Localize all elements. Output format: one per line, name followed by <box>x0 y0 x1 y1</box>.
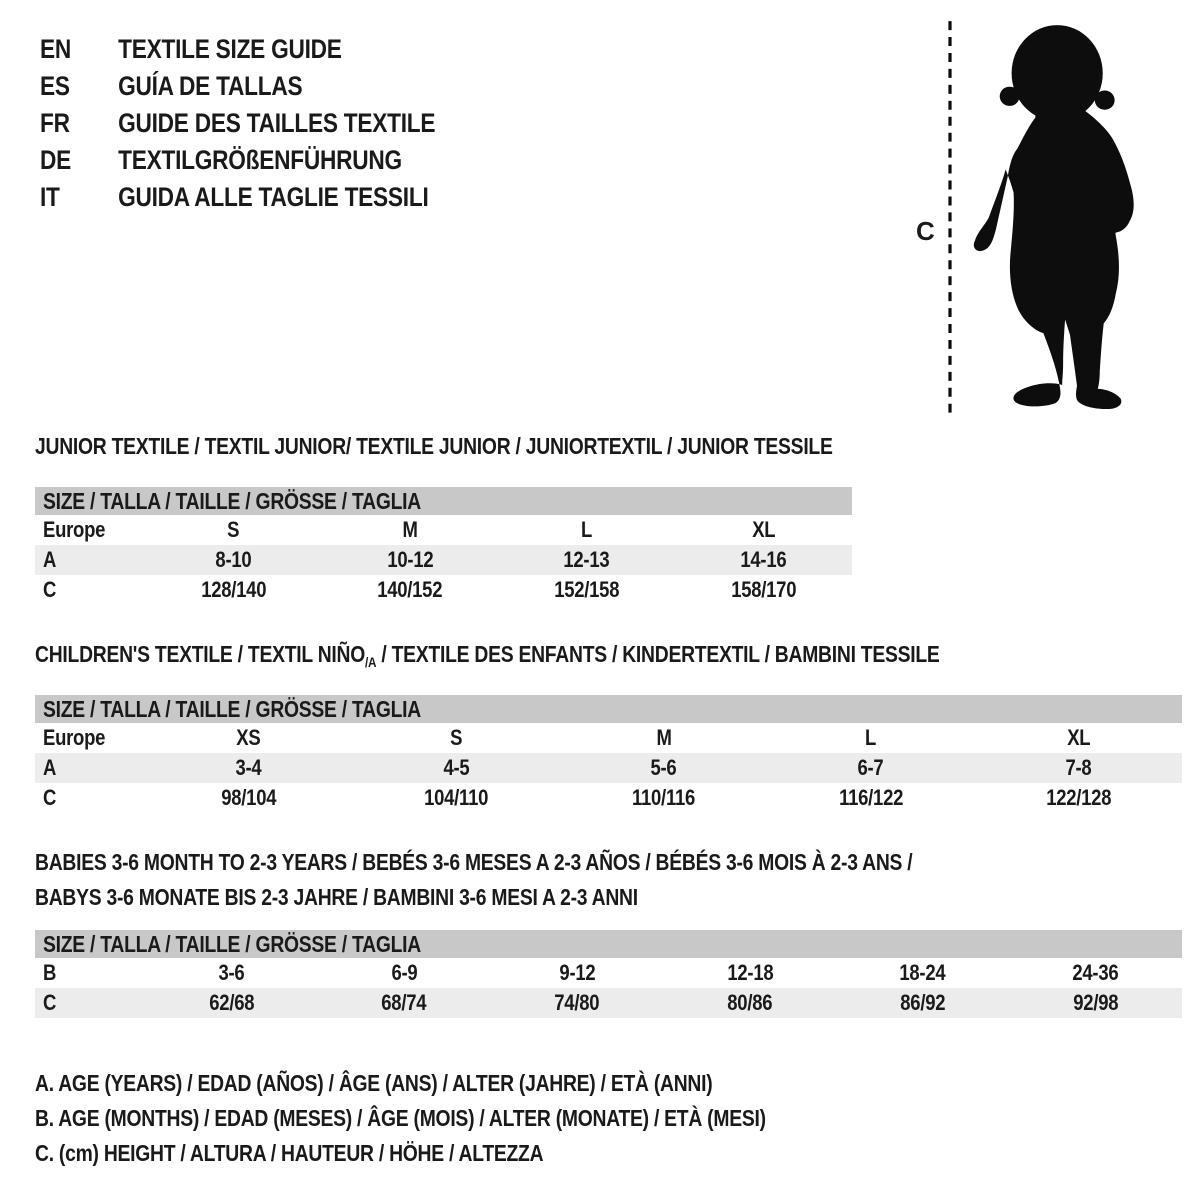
table-row: Europe XS S M L XL <box>35 723 1182 753</box>
row-label: C <box>43 577 57 602</box>
cell: XL <box>1066 725 1090 750</box>
height-measure-label: C <box>916 216 935 246</box>
cell: 3-4 <box>235 755 262 780</box>
cell: 128/140 <box>200 577 266 602</box>
size-header-bar: SIZE / TALLA / TAILLE / GRÖSSE / TAGLIA <box>35 695 1182 723</box>
cell: 5-6 <box>650 755 677 780</box>
cell: 80/86 <box>727 990 773 1015</box>
cell: 8-10 <box>215 547 252 572</box>
row-label: C <box>43 990 57 1015</box>
cell: 9-12 <box>559 960 596 985</box>
size-header-bar: SIZE / TALLA / TAILLE / GRÖSSE / TAGLIA <box>35 487 852 515</box>
cell: 12-13 <box>563 547 610 572</box>
title-subscript: /A <box>365 654 377 670</box>
cell: 140/152 <box>377 577 443 602</box>
language-code: EN <box>40 34 72 64</box>
row-label: A <box>43 755 57 780</box>
cell: 3-6 <box>218 960 245 985</box>
cell: 6-7 <box>857 755 884 780</box>
cell: 152/158 <box>554 577 620 602</box>
cell: 86/92 <box>900 990 946 1015</box>
toddler-silhouette-figure <box>948 21 1134 413</box>
toddler-silhouette <box>973 25 1134 410</box>
cell: 10-12 <box>387 547 434 572</box>
language-title: GUIDE DES TAILLES TEXTILE <box>118 108 436 138</box>
row-label: A <box>43 547 57 572</box>
row-label: Europe <box>43 517 106 542</box>
cell: 62/68 <box>208 990 254 1015</box>
cell: L <box>581 517 593 542</box>
language-title: GUIDA ALLE TAGLIE TESSILI <box>118 182 429 212</box>
cell: L <box>865 725 877 750</box>
language-row: FR GUIDE DES TAILLES TEXTILE <box>40 105 511 142</box>
language-title: GUÍA DE TALLAS <box>118 71 303 101</box>
cell: 74/80 <box>554 990 600 1015</box>
table-row: A 3-4 4-5 5-6 6-7 7-8 <box>35 753 1182 783</box>
babies-table-title: BABIES 3-6 MONTH TO 2-3 YEARS / BEBÉS 3-… <box>35 849 913 910</box>
language-code: IT <box>40 182 60 212</box>
language-code: DE <box>40 145 72 175</box>
cell: 6-9 <box>391 960 418 985</box>
table-row: C 98/104 104/110 110/116 116/122 122/128 <box>35 783 1182 813</box>
cell: 98/104 <box>221 785 277 810</box>
language-title: TEXTILGRÖßENFÜHRUNG <box>118 145 402 175</box>
cell: 24-36 <box>1072 960 1119 985</box>
cell: S <box>227 517 240 542</box>
language-row: ES GUÍA DE TALLAS <box>40 68 511 105</box>
cell: S <box>450 725 463 750</box>
cell: 110/116 <box>632 785 696 810</box>
children-table-title: CHILDREN'S TEXTILE / TEXTIL NIÑO/A / TEX… <box>35 641 940 670</box>
legend-line-a: A. AGE (YEARS) / EDAD (AÑOS) / ÂGE (ANS)… <box>35 1070 713 1096</box>
table-row: Europe S M L XL <box>35 515 852 545</box>
table-row: C 62/68 68/74 74/80 80/86 86/92 92/98 <box>35 988 1182 1018</box>
row-label: C <box>43 785 57 810</box>
size-header-label: SIZE / TALLA / TAILLE / GRÖSSE / TAGLIA <box>43 931 421 957</box>
cell: 68/74 <box>381 990 427 1015</box>
cell: 18-24 <box>899 960 946 985</box>
cell: M <box>402 517 418 542</box>
size-header-bar: SIZE / TALLA / TAILLE / GRÖSSE / TAGLIA <box>35 930 1182 958</box>
language-title-list: EN TEXTILE SIZE GUIDE ES GUÍA DE TALLAS FR… <box>40 31 511 216</box>
cell: XL <box>752 517 776 542</box>
junior-textile-table: SIZE / TALLA / TAILLE / GRÖSSE / TAGLIA … <box>35 487 852 605</box>
cell: 158/170 <box>731 577 797 602</box>
row-label: Europe <box>43 725 106 750</box>
table-row: C 128/140 140/152 152/158 158/170 <box>35 575 852 605</box>
cell: 12-18 <box>726 960 773 985</box>
table-row: B 3-6 6-9 9-12 12-18 18-24 24-36 <box>35 958 1182 988</box>
language-code: FR <box>40 108 70 138</box>
legend-line-b: B. AGE (MONTHS) / EDAD (MESES) / ÂGE (MO… <box>35 1105 766 1131</box>
cell: 14-16 <box>740 547 787 572</box>
cell: 92/98 <box>1073 990 1119 1015</box>
measure-legend: A. AGE (YEARS) / EDAD (AÑOS) / ÂGE (ANS)… <box>35 1066 905 1171</box>
cell: 122/128 <box>1045 785 1111 810</box>
language-code: ES <box>40 71 70 101</box>
language-row: EN TEXTILE SIZE GUIDE <box>40 31 511 68</box>
cell: M <box>655 725 672 750</box>
cell: 116/122 <box>838 785 903 810</box>
cell: 4-5 <box>443 755 470 780</box>
cell: 104/110 <box>424 785 489 810</box>
babies-textile-table: SIZE / TALLA / TAILLE / GRÖSSE / TAGLIA … <box>35 930 1182 1018</box>
row-label: B <box>43 960 57 985</box>
cell: XS <box>236 725 261 750</box>
size-header-label: SIZE / TALLA / TAILLE / GRÖSSE / TAGLIA <box>43 488 421 514</box>
size-header-label: SIZE / TALLA / TAILLE / GRÖSSE / TAGLIA <box>43 696 421 722</box>
language-row: DE TEXTILGRÖßENFÜHRUNG <box>40 142 511 179</box>
junior-table-title: JUNIOR TEXTILE / TEXTIL JUNIOR/ TEXTILE … <box>35 433 833 459</box>
children-textile-table: SIZE / TALLA / TAILLE / GRÖSSE / TAGLIA … <box>35 695 1182 813</box>
language-title: TEXTILE SIZE GUIDE <box>118 34 342 64</box>
table-row: A 8-10 10-12 12-13 14-16 <box>35 545 852 575</box>
language-row: IT GUIDA ALLE TAGLIE TESSILI <box>40 179 511 216</box>
legend-line-c: C. (cm) HEIGHT / ALTURA / HAUTEUR / HÖHE… <box>35 1140 544 1166</box>
cell: 7-8 <box>1065 755 1092 780</box>
